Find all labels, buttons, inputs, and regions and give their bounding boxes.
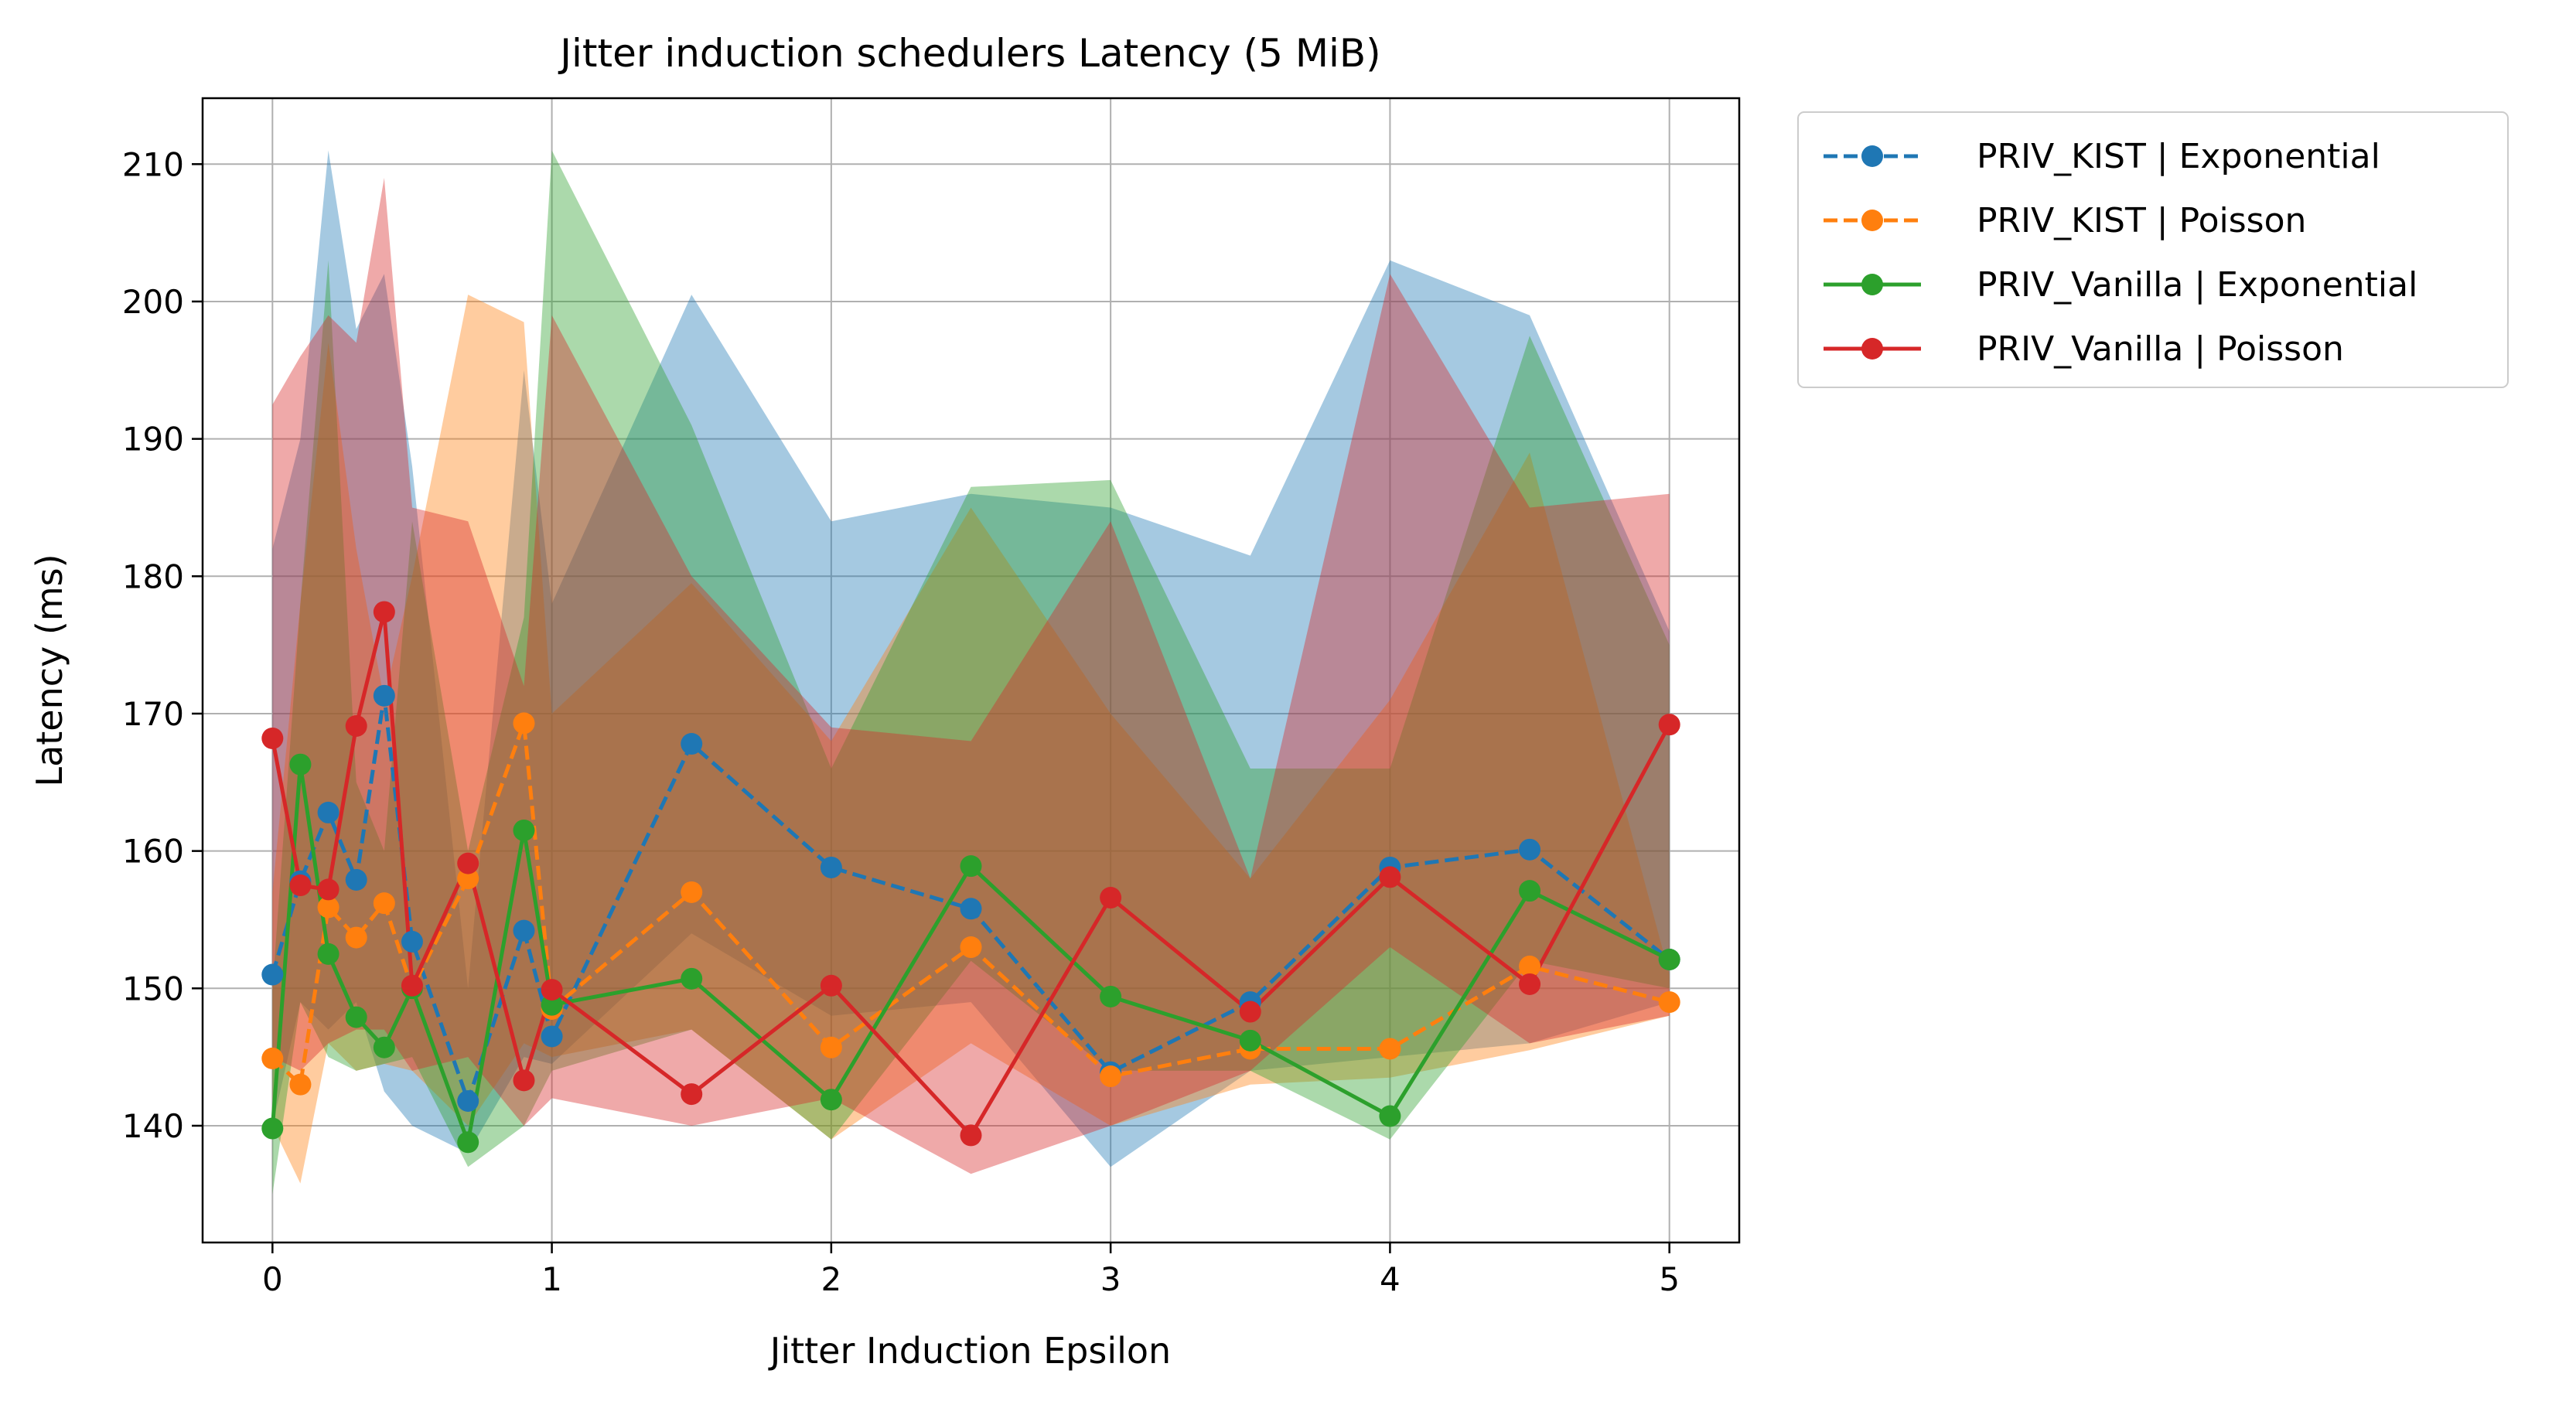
point-series-3 [345,714,367,737]
point-series-3 [820,974,842,997]
point-series-0 [541,1025,563,1048]
point-series-3 [1658,714,1680,736]
y-tick-label: 150 [122,970,184,1007]
point-series-3 [1100,887,1122,909]
point-series-1 [820,1036,842,1058]
point-series-2 [1519,880,1541,902]
y-axis-label: Latency (ms) [29,554,70,786]
point-series-1 [457,868,479,890]
grid [203,98,1739,1242]
point-series-3 [681,1083,703,1106]
point-series-2 [345,1006,367,1028]
x-axis-label: Jitter Induction Epsilon [768,1330,1171,1372]
point-series-0 [681,733,703,755]
point-series-2 [1379,1105,1401,1127]
y-tick-label: 140 [122,1107,184,1145]
point-series-3 [1519,973,1541,995]
y-tick-label: 190 [122,421,184,458]
point-series-0 [345,868,367,891]
chart-title: Jitter induction schedulers Latency (5 M… [558,31,1380,76]
band-series-3 [272,178,1670,1174]
x-tick-label: 4 [1380,1260,1401,1298]
point-series-2 [1658,948,1680,970]
point-series-0 [513,919,535,942]
point-series-1 [960,936,982,959]
point-series-2 [820,1089,842,1111]
legend: PRIV_KIST | Exponential PRIV_KIST | Poiss… [1797,111,2509,388]
x-axis-ticks: 0 1 2 3 4 5 [262,1242,1680,1298]
legend-label-2: PRIV_Vanilla | Exponential [1977,265,2417,305]
point-series-3 [401,974,423,997]
point-series-3 [513,1069,535,1092]
point-series-3 [261,727,284,749]
y-tick-label: 170 [122,695,184,733]
legend-label-1: PRIV_KIST | Poisson [1977,201,2306,240]
band-series-1 [272,295,1670,1184]
point-series-3 [1239,1000,1261,1023]
point-series-3 [289,874,312,897]
point-series-2 [373,1036,395,1058]
x-tick-label: 2 [821,1260,841,1298]
point-series-1 [261,1047,284,1069]
point-series-2 [317,943,339,965]
y-tick-label: 210 [122,145,184,183]
point-series-1 [345,926,367,949]
point-series-1 [681,881,703,903]
point-series-0 [373,684,395,707]
point-series-3 [960,1124,982,1147]
point-series-1 [373,892,395,915]
point-series-3 [1379,866,1401,888]
legend-marker-3 [1861,338,1883,360]
point-series-3 [457,852,479,874]
y-tick-label: 200 [122,283,184,321]
plot-frame [201,97,1741,1244]
point-series-2 [261,1117,284,1140]
legend-label-0: PRIV_KIST | Exponential [1977,137,2380,176]
point-series-3 [317,878,339,901]
x-tick-label: 3 [1100,1260,1121,1298]
x-tick-label: 5 [1659,1260,1680,1298]
point-series-3 [373,601,395,623]
point-series-0 [820,856,842,878]
point-series-1 [1100,1065,1122,1088]
y-tick-label: 180 [122,557,184,595]
point-series-1 [289,1073,312,1096]
point-series-0 [401,930,423,953]
point-series-3 [541,979,563,1001]
point-series-0 [457,1089,479,1112]
y-tick-label: 160 [122,833,184,871]
legend-marker-2 [1861,274,1883,295]
legend-box [1797,111,2509,388]
point-series-1 [1519,955,1541,977]
point-series-1 [317,896,339,919]
point-series-1 [1379,1038,1401,1060]
point-series-1 [1658,991,1680,1014]
x-tick-label: 0 [262,1260,283,1298]
series-markers [261,601,1680,1154]
point-series-2 [457,1131,479,1154]
x-tick-label: 1 [541,1260,562,1298]
legend-marker-0 [1861,145,1883,167]
point-series-2 [681,967,703,990]
point-series-2 [960,855,982,878]
point-series-2 [1100,985,1122,1007]
band-series-0 [272,150,1670,1168]
point-series-2 [1239,1029,1261,1052]
point-series-1 [513,712,535,735]
legend-marker-1 [1861,210,1883,231]
point-series-0 [1519,838,1541,861]
point-series-2 [289,753,312,775]
y-axis-ticks: 140 150 160 170 180 190 200 210 [122,145,203,1145]
point-series-0 [960,898,982,920]
point-series-0 [261,963,284,986]
point-series-2 [541,994,563,1016]
point-series-0 [317,801,339,823]
legend-label-3: PRIV_Vanilla | Poisson [1977,329,2344,369]
point-series-2 [513,819,535,841]
